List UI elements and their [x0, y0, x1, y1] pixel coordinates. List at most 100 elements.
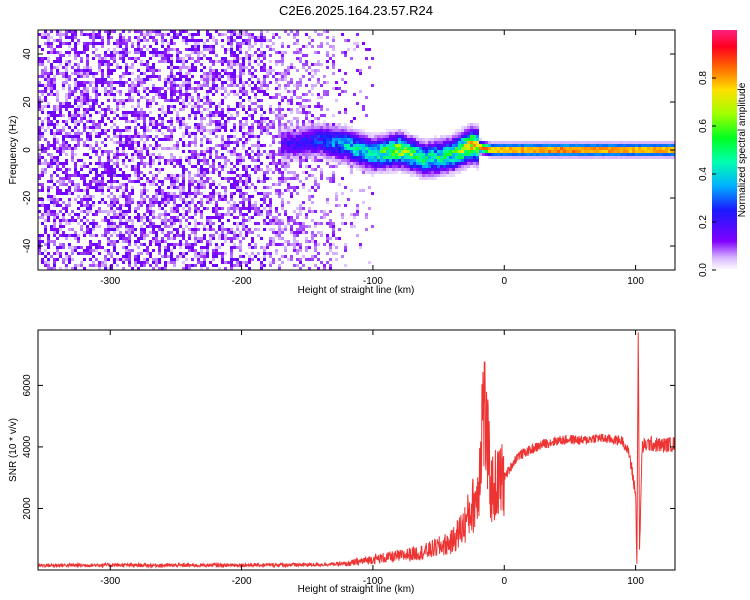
heatmap-cell — [266, 129, 269, 132]
heatmap-cell — [185, 36, 188, 39]
heatmap-cell — [149, 30, 152, 33]
heatmap-cell — [212, 60, 215, 63]
heatmap-cell — [269, 60, 272, 63]
heatmap-cell — [134, 264, 137, 267]
heatmap-cell — [203, 228, 206, 231]
heatmap-cell — [95, 177, 98, 180]
heatmap-cell — [194, 69, 197, 72]
heatmap-cell — [44, 264, 47, 267]
heatmap-cell — [107, 84, 110, 87]
heatmap-cell — [323, 120, 326, 123]
heatmap-cell — [431, 162, 434, 165]
heatmap-cell — [353, 117, 356, 120]
heatmap-cell — [293, 174, 296, 177]
heatmap-cell — [50, 93, 53, 96]
heatmap-cell — [305, 93, 308, 96]
heatmap-cell — [311, 150, 314, 153]
heatmap-cell — [284, 159, 287, 162]
heatmap-cell — [368, 132, 371, 135]
heatmap-cell — [245, 42, 248, 45]
heatmap-cell — [68, 243, 71, 246]
heatmap-cell — [293, 132, 296, 135]
heatmap-cell — [80, 81, 83, 84]
heatmap-cell — [191, 75, 194, 78]
heatmap-cell — [188, 54, 191, 57]
heatmap-cell — [200, 171, 203, 174]
heatmap-cell — [44, 225, 47, 228]
heatmap-cell — [176, 243, 179, 246]
heatmap-cell — [266, 168, 269, 171]
heatmap-cell — [272, 36, 275, 39]
heatmap-cell — [377, 159, 380, 162]
heatmap-cell — [47, 153, 50, 156]
heatmap-cell — [410, 171, 413, 174]
heatmap-cell — [287, 201, 290, 204]
heatmap-cell — [113, 180, 116, 183]
heatmap-cell — [50, 159, 53, 162]
heatmap-cell — [194, 111, 197, 114]
heatmap-cell — [305, 63, 308, 66]
heatmap-cell — [434, 168, 437, 171]
heatmap-cell — [143, 90, 146, 93]
heatmap-cell — [170, 135, 173, 138]
heatmap-cell — [386, 153, 389, 156]
heatmap-cell — [254, 144, 257, 147]
heatmap-cell — [257, 54, 260, 57]
heatmap-cell — [131, 90, 134, 93]
heatmap-cell — [89, 135, 92, 138]
heatmap-cell — [266, 69, 269, 72]
heatmap-cell — [458, 156, 461, 159]
heatmap-cell — [383, 162, 386, 165]
heatmap-cell — [119, 210, 122, 213]
heatmap-cell — [488, 156, 491, 159]
heatmap-cell — [317, 150, 320, 153]
heatmap-cell — [497, 147, 500, 150]
heatmap-cell — [104, 162, 107, 165]
heatmap-cell — [452, 135, 455, 138]
heatmap-cell — [239, 126, 242, 129]
heatmap-cell — [332, 126, 335, 129]
heatmap-cell — [482, 144, 485, 147]
heatmap-cell — [110, 240, 113, 243]
heatmap-cell — [53, 81, 56, 84]
heatmap-cell — [299, 132, 302, 135]
heatmap-cell — [164, 159, 167, 162]
heatmap-cell — [65, 93, 68, 96]
heatmap-cell — [41, 48, 44, 51]
heatmap-cell — [308, 99, 311, 102]
heatmap-cell — [332, 234, 335, 237]
heatmap-cell — [248, 42, 251, 45]
heatmap-cell — [287, 126, 290, 129]
heatmap-cell — [269, 69, 272, 72]
heatmap-cell — [341, 144, 344, 147]
heatmap-cell — [206, 30, 209, 33]
heatmap-cell — [131, 114, 134, 117]
heatmap-cell — [134, 141, 137, 144]
heatmap-cell — [389, 135, 392, 138]
heatmap-cell — [305, 69, 308, 72]
heatmap-cell — [248, 261, 251, 264]
heatmap-cell — [254, 201, 257, 204]
heatmap-cell — [107, 33, 110, 36]
heatmap-cell — [338, 156, 341, 159]
heatmap-cell — [137, 153, 140, 156]
heatmap-cell — [260, 51, 263, 54]
heatmap-cell — [413, 174, 416, 177]
heatmap-cell — [185, 81, 188, 84]
heatmap-cell — [407, 171, 410, 174]
heatmap-cell — [233, 75, 236, 78]
heatmap-cell — [239, 123, 242, 126]
heatmap-cell — [140, 153, 143, 156]
heatmap-cell — [320, 216, 323, 219]
heatmap-cell — [173, 264, 176, 267]
heatmap-cell — [125, 198, 128, 201]
heatmap-cell — [47, 114, 50, 117]
heatmap-cell — [98, 120, 101, 123]
heatmap-cell — [371, 171, 374, 174]
heatmap-cell — [83, 102, 86, 105]
heatmap-cell — [404, 156, 407, 159]
heatmap-cell — [113, 81, 116, 84]
heatmap-cell — [47, 198, 50, 201]
heatmap-cell — [302, 156, 305, 159]
heatmap-cell — [248, 231, 251, 234]
